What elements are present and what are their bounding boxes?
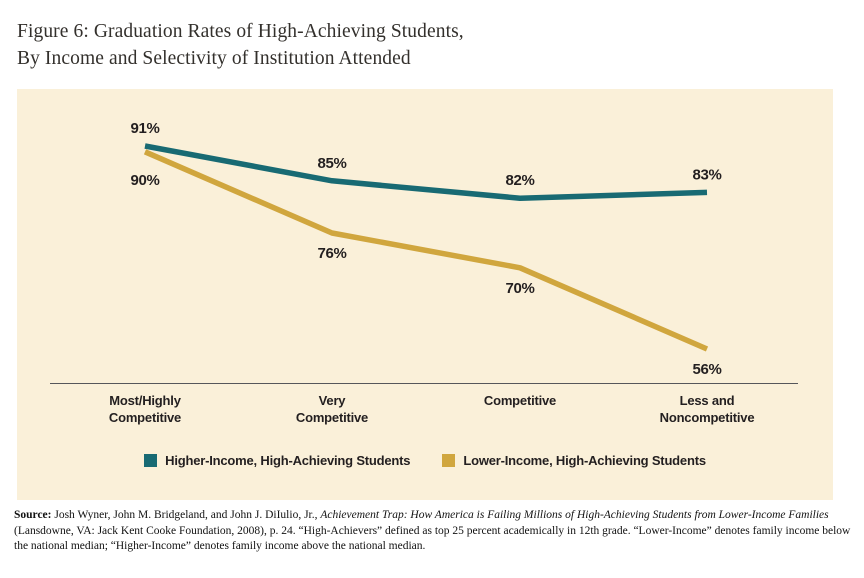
source-note-details: (Lansdowne, VA: Jack Kent Cooke Foundati… xyxy=(14,524,851,553)
source-note-label: Source: xyxy=(14,509,52,521)
source-note: Source: Josh Wyner, John M. Bridgeland, … xyxy=(14,508,852,555)
source-note-book-title: Achievement Trap: How America is Failing… xyxy=(320,509,829,521)
chart-legend: Higher-Income, High-Achieving Students L… xyxy=(17,453,833,468)
lower-income-line xyxy=(143,149,709,352)
legend-swatch-lower-income xyxy=(442,454,456,467)
legend-item-higher-income: Higher-Income, High-Achieving Students xyxy=(144,453,411,468)
value-label: 91% xyxy=(130,120,159,137)
legend-label-lower-income: Lower-Income, High-Achieving Students xyxy=(463,453,706,468)
x-axis-label-very-competitive: Very Competitive xyxy=(295,393,369,425)
value-label: 90% xyxy=(130,172,159,189)
chart-svg: 91% 85% 82% 83% 90% 76% 70% 56% xyxy=(130,120,721,378)
value-label: 56% xyxy=(692,361,721,378)
source-note-authors: Josh Wyner, John M. Bridgeland, and John… xyxy=(51,509,321,521)
x-axis-label-less-noncompetitive: Less and Noncompetitive xyxy=(659,393,755,425)
x-axis-label-most-highly-competitive: Most/Highly Competitive xyxy=(108,393,182,425)
figure-title: Figure 6: Graduation Rates of High-Achie… xyxy=(17,18,464,72)
chart-panel: 91% 85% 82% 83% 90% 76% 70% 56% Most/Highly Com… xyxy=(17,89,833,500)
value-label: 85% xyxy=(317,155,346,172)
x-axis-label-competitive: Competitive xyxy=(483,393,557,408)
x-axis-line xyxy=(50,383,798,384)
value-label: 76% xyxy=(317,245,346,262)
figure-title-line1: Figure 6: Graduation Rates of High-Achie… xyxy=(17,21,464,42)
higher-income-line xyxy=(144,143,708,201)
legend-swatch-higher-income xyxy=(144,454,158,467)
value-label: 82% xyxy=(505,172,534,189)
legend-label-higher-income: Higher-Income, High-Achieving Students xyxy=(165,453,411,468)
value-label: 70% xyxy=(505,280,534,297)
figure-title-line2: By Income and Selectivity of Institution… xyxy=(17,48,411,69)
value-label: 83% xyxy=(692,166,721,183)
legend-item-lower-income: Lower-Income, High-Achieving Students xyxy=(442,453,706,468)
